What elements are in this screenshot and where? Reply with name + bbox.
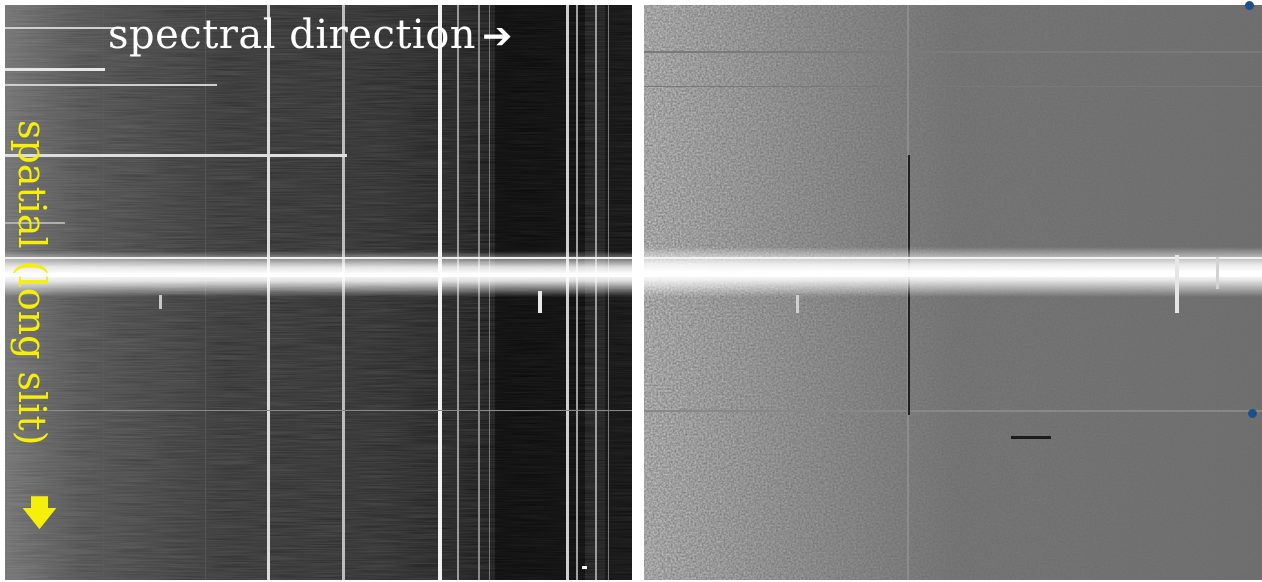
arrow-down-icon: 🡇 bbox=[22, 493, 57, 533]
spectral-direction-label: spectral direction ➔ bbox=[108, 11, 513, 61]
spatial-long-slit-label: spatial (long slit) bbox=[10, 120, 54, 446]
sky-subtracted-spectrum-image bbox=[644, 5, 1262, 580]
marker-dot-middle bbox=[1248, 409, 1257, 418]
arrow-right-icon: ➔ bbox=[482, 16, 513, 57]
spectral-direction-text: spectral direction bbox=[108, 12, 477, 58]
raw-spectrum-graphic bbox=[5, 5, 632, 580]
raw-spectrum-image: spectral direction ➔ bbox=[5, 5, 632, 580]
sky-subtracted-graphic bbox=[644, 5, 1262, 580]
marker-dot-top bbox=[1245, 1, 1254, 10]
